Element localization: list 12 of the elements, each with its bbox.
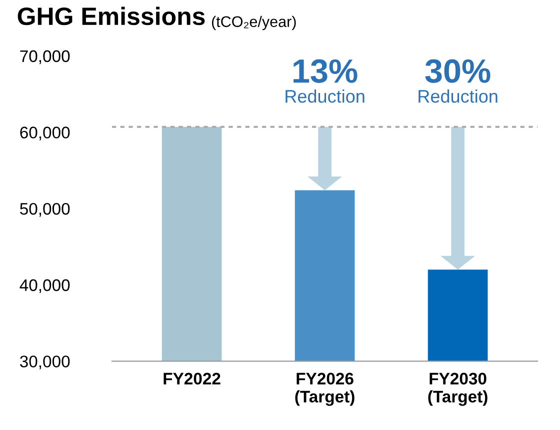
y-tick-label: 60,000 [20,126,70,140]
y-tick-label: 70,000 [20,50,70,64]
y-tick-label: 50,000 [20,202,70,217]
x-tick-label: FY2022 [164,372,220,385]
y-tick-label: 40,000 [20,279,70,294]
y-tick-label: 30,000 [20,356,70,370]
x-tick-label: FY2030 (Target) [428,372,488,406]
annotation: 13% Reduction [286,59,364,103]
annotation: 30% Reduction [418,59,498,103]
x-tick-label: FY2026 (Target) [295,372,354,406]
chart-title: GHG Emissions [18,6,205,26]
y-axis-title: (tCO₂e/year) [212,16,296,30]
